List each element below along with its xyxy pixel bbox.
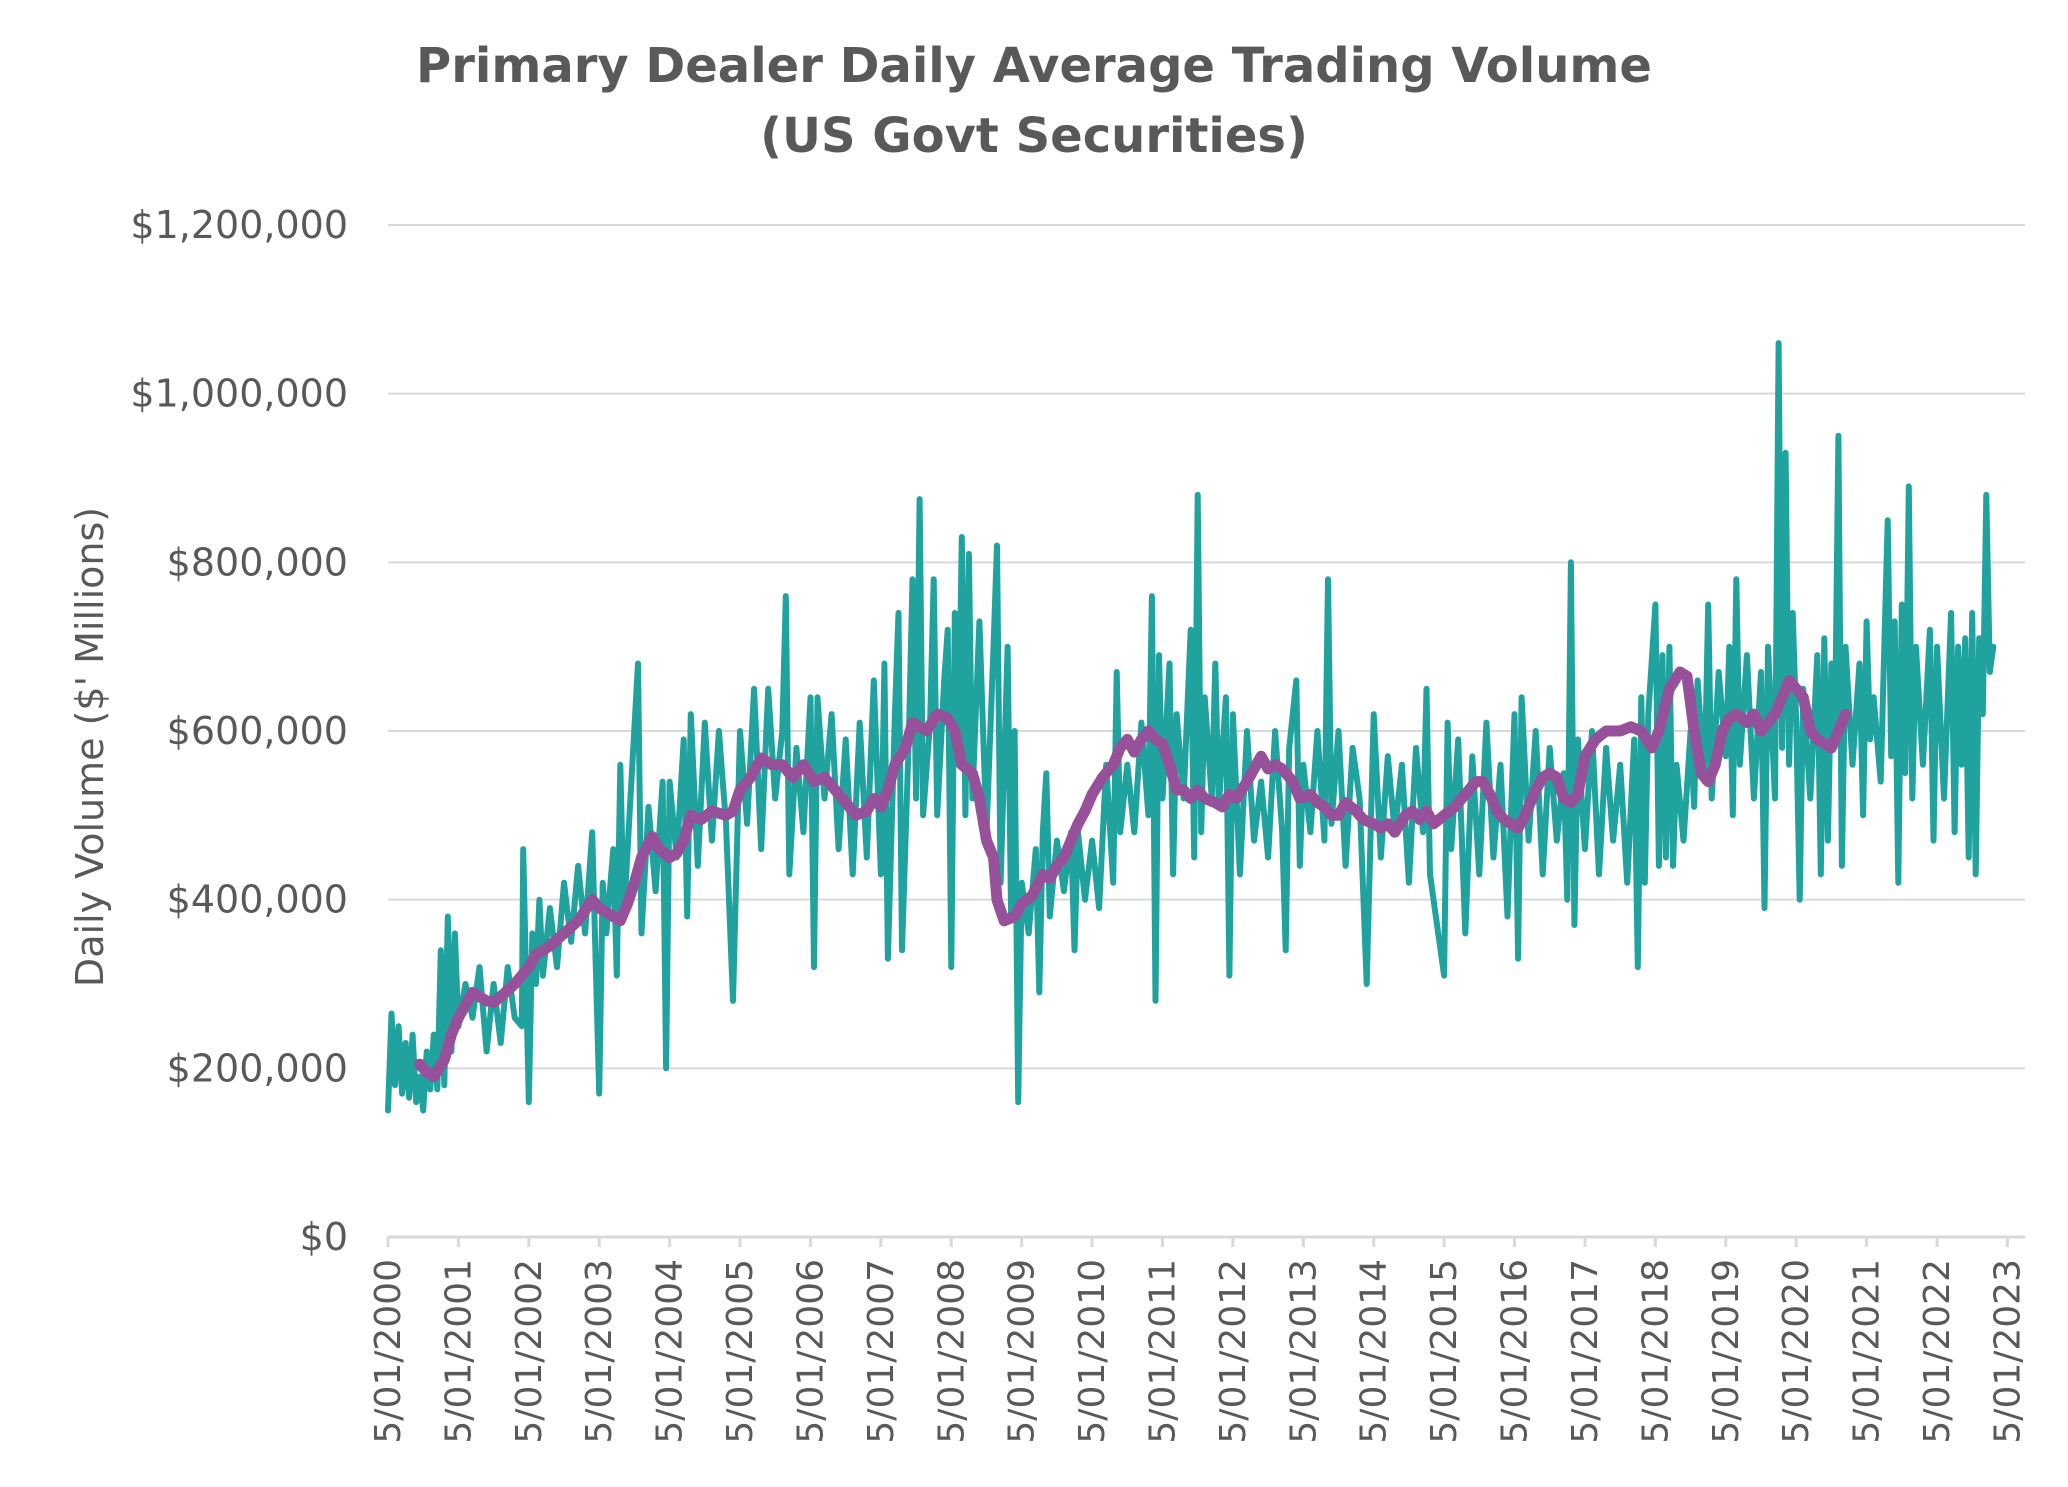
series-lines	[385, 340, 1997, 1114]
x-tick-label: 5/01/2010	[1072, 1259, 1113, 1444]
x-tick-label: 5/01/2017	[1565, 1259, 1606, 1444]
x-tick-label: 5/01/2022	[1917, 1259, 1958, 1444]
y-tick-label: $200,000	[167, 1046, 348, 1090]
x-tick-label: 5/01/2007	[861, 1259, 902, 1444]
x-tick-label: 5/01/2009	[1002, 1259, 1043, 1444]
y-axis-tick-labels: $0 $200,000 $400,000 $600,000 $800,000 $1,000…	[130, 203, 348, 1259]
x-tick-label: 5/01/2018	[1635, 1259, 1676, 1444]
x-tick-label: 5/01/2013	[1283, 1259, 1324, 1444]
x-tick-label: 5/01/2002	[509, 1259, 550, 1444]
series-line-volume	[385, 340, 1997, 1114]
x-tick-label: 5/01/2004	[650, 1259, 691, 1444]
series-line-moving-average	[414, 666, 1851, 1083]
x-tick-label: 5/01/2019	[1706, 1259, 1747, 1444]
chart-title-line-2: (US Govt Securities)	[760, 108, 1308, 164]
y-tick-label: $600,000	[167, 709, 348, 753]
chart-title-line-1: Primary Dealer Daily Average Trading Vol…	[416, 38, 1652, 94]
y-tick-label: $400,000	[167, 878, 348, 922]
y-axis-label: Daily Volume ($' Millions)	[68, 507, 112, 987]
x-tick-label: 5/01/2001	[438, 1259, 479, 1444]
x-tick-label: 5/01/2000	[368, 1259, 409, 1444]
x-tick-label: 5/01/2003	[579, 1259, 620, 1444]
y-tick-label: $1,000,000	[130, 372, 348, 416]
y-tick-label: $1,200,000	[130, 203, 348, 247]
x-tick-label: 5/01/2006	[790, 1259, 831, 1444]
x-axis: 5/01/2000 5/01/2001 5/01/2002 5/01/2003 5/01…	[368, 1235, 2028, 1444]
y-tick-label: $0	[300, 1215, 348, 1259]
y-tick-label: $800,000	[167, 540, 348, 584]
x-tick-label: 5/01/2014	[1354, 1259, 1395, 1444]
x-tick-label: 5/01/2012	[1213, 1259, 1254, 1444]
x-tick-label: 5/01/2023	[1987, 1259, 2028, 1444]
x-tick-label: 5/01/2008	[931, 1259, 972, 1444]
x-tick-label: 5/01/2005	[720, 1259, 761, 1444]
x-tick-label: 5/01/2021	[1847, 1259, 1888, 1444]
x-tick-label: 5/01/2020	[1776, 1259, 1817, 1444]
x-tick-label: 5/01/2011	[1142, 1259, 1183, 1444]
x-tick-label: 5/01/2016	[1495, 1259, 1536, 1444]
x-tick-label: 5/01/2015	[1424, 1259, 1465, 1444]
